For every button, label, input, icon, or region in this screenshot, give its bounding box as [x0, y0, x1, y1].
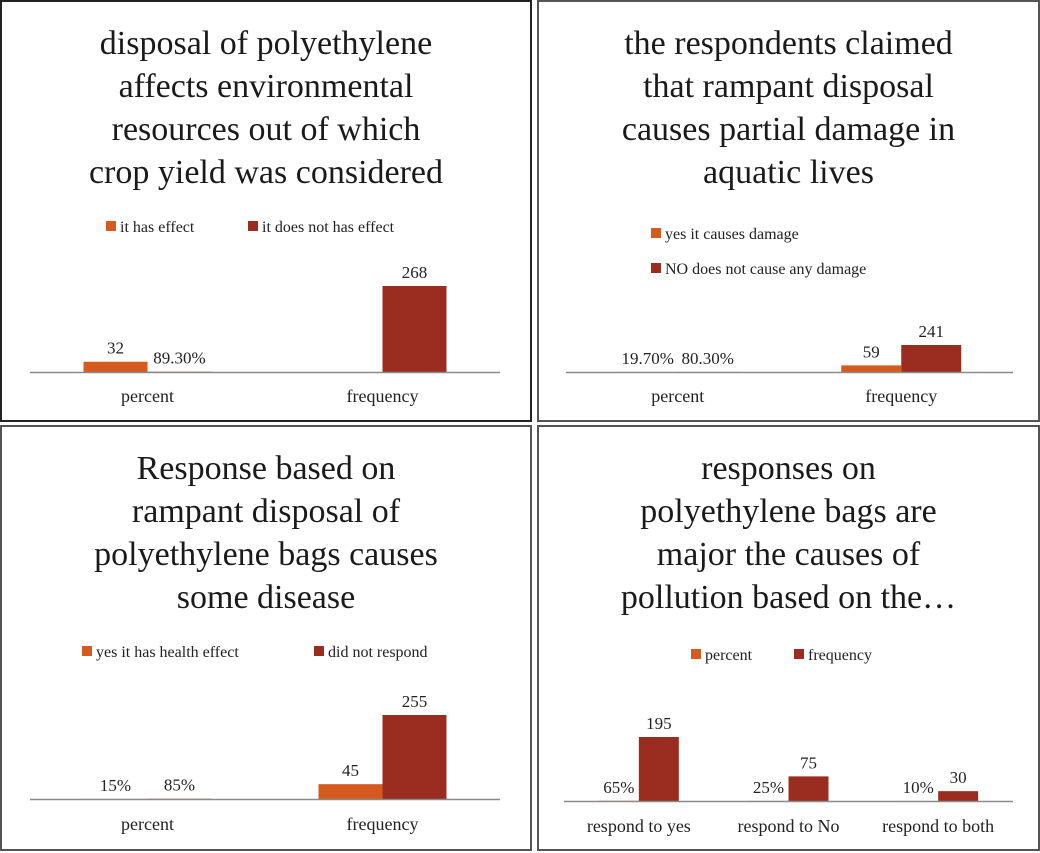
- chart-svg: it has effect it does not has effect 32 89.…: [30, 219, 500, 406]
- legend-item: frequency: [794, 647, 872, 664]
- category-label: percent: [121, 814, 174, 834]
- bar: [938, 791, 979, 801]
- legend-label: NO does not cause any damage: [665, 261, 866, 278]
- legend-label: did not respond: [328, 644, 428, 661]
- chart-panel-aquatic-damage: the respondents claimed that rampant disp…: [537, 0, 1040, 422]
- bar: [382, 715, 447, 799]
- bar: [382, 286, 447, 372]
- chart-svg: percent frequency 65% 195 respond to yes 25% 7…: [564, 647, 1013, 836]
- legend-item: percent: [691, 647, 753, 664]
- chart-title-line: responses on: [701, 450, 876, 487]
- chart-panel-crop-yield: disposal of polyethylene affects environm…: [0, 0, 532, 422]
- legend-item: it has effect: [106, 219, 195, 236]
- chart-panel-pollution-causes: responses on polyethylene bags are major t…: [537, 425, 1040, 851]
- legend-item: yes it causes damage: [651, 226, 799, 243]
- chart-title-line: polyethylene bags are: [640, 493, 937, 530]
- category-label: percent: [121, 386, 174, 406]
- data-label: 30: [950, 768, 967, 787]
- data-label: 89.30%: [153, 349, 205, 368]
- legend-swatch: [651, 228, 661, 238]
- data-label: 19.70%: [622, 349, 674, 368]
- bar: [841, 365, 902, 372]
- legend-item: it does not has effect: [248, 219, 395, 236]
- legend-swatch: [314, 646, 324, 656]
- data-label: 241: [919, 322, 945, 341]
- chart-title-line: some disease: [176, 579, 356, 616]
- chart-title-line: resources out of which: [111, 111, 421, 148]
- chart-title-line: polyethylene bags causes: [94, 536, 438, 573]
- chart-svg: yes it causes damage NO does not cause an…: [566, 226, 1013, 406]
- chart-title-line: aquatic lives: [703, 154, 874, 191]
- category-label: respond to both: [882, 816, 994, 836]
- chart-title-line: disposal of polyethylene: [99, 25, 433, 62]
- bar: [638, 737, 679, 801]
- legend-label: percent: [705, 647, 753, 664]
- legend-swatch: [106, 221, 116, 231]
- legend-item: did not respond: [314, 644, 428, 661]
- legend-item: yes it has health effect: [82, 644, 239, 661]
- data-label: 15%: [100, 776, 131, 795]
- legend-label: yes it causes damage: [665, 226, 799, 243]
- data-label: 75: [800, 753, 817, 772]
- chart-title: Response based on rampant disposal of poly…: [2, 447, 530, 619]
- legend-label: yes it has health effect: [96, 644, 239, 661]
- legend-label: frequency: [808, 647, 872, 664]
- legend-swatch: [651, 263, 661, 273]
- chart-title-line: affects environmental: [118, 68, 414, 105]
- category-label: frequency: [347, 386, 419, 406]
- category-label: respond to yes: [587, 816, 691, 836]
- legend-swatch: [691, 649, 701, 659]
- chart-svg: yes it has health effect did not respond 1…: [30, 644, 500, 834]
- data-label: 32: [107, 339, 124, 358]
- category-label: frequency: [347, 814, 419, 834]
- data-label: 45: [342, 761, 359, 780]
- data-label: 255: [402, 692, 428, 711]
- legend-swatch: [248, 221, 258, 231]
- category-label: percent: [651, 386, 704, 406]
- legend-label: it does not has effect: [262, 219, 395, 236]
- bar: [318, 784, 383, 799]
- data-label: 65%: [603, 778, 634, 797]
- legend-item: NO does not cause any damage: [651, 261, 866, 278]
- data-label: 80.30%: [682, 349, 734, 368]
- chart-title: the respondents claimed that rampant disp…: [539, 22, 1038, 194]
- chart-title-line: crop yield was considered: [88, 154, 444, 191]
- data-label: 59: [863, 342, 880, 361]
- data-label: 10%: [903, 778, 934, 797]
- chart-title-line: rampant disposal of: [131, 493, 401, 530]
- category-label: respond to No: [738, 816, 840, 836]
- legend-label: it has effect: [120, 219, 195, 236]
- data-label: 85%: [164, 776, 195, 795]
- chart-title-line: causes partial damage in: [621, 111, 956, 148]
- chart-title-line: major the causes of: [656, 536, 921, 573]
- data-label: 268: [402, 263, 428, 282]
- chart-title-line: Response based on: [136, 450, 396, 487]
- category-label: frequency: [865, 386, 937, 406]
- chart-title-line: the respondents claimed: [624, 25, 953, 62]
- bar: [83, 361, 148, 372]
- bar: [788, 776, 829, 801]
- legend-swatch: [82, 646, 92, 656]
- data-label: 25%: [753, 778, 784, 797]
- legend-swatch: [794, 649, 804, 659]
- chart-panel-disease: Response based on rampant disposal of poly…: [0, 425, 532, 851]
- chart-title: responses on polyethylene bags are major t…: [539, 447, 1038, 619]
- chart-title: disposal of polyethylene affects environm…: [2, 22, 530, 194]
- bar: [901, 345, 962, 372]
- data-label: 195: [646, 714, 672, 733]
- chart-title-line: pollution based on the…: [620, 579, 957, 616]
- chart-title-line: that rampant disposal: [643, 68, 934, 105]
